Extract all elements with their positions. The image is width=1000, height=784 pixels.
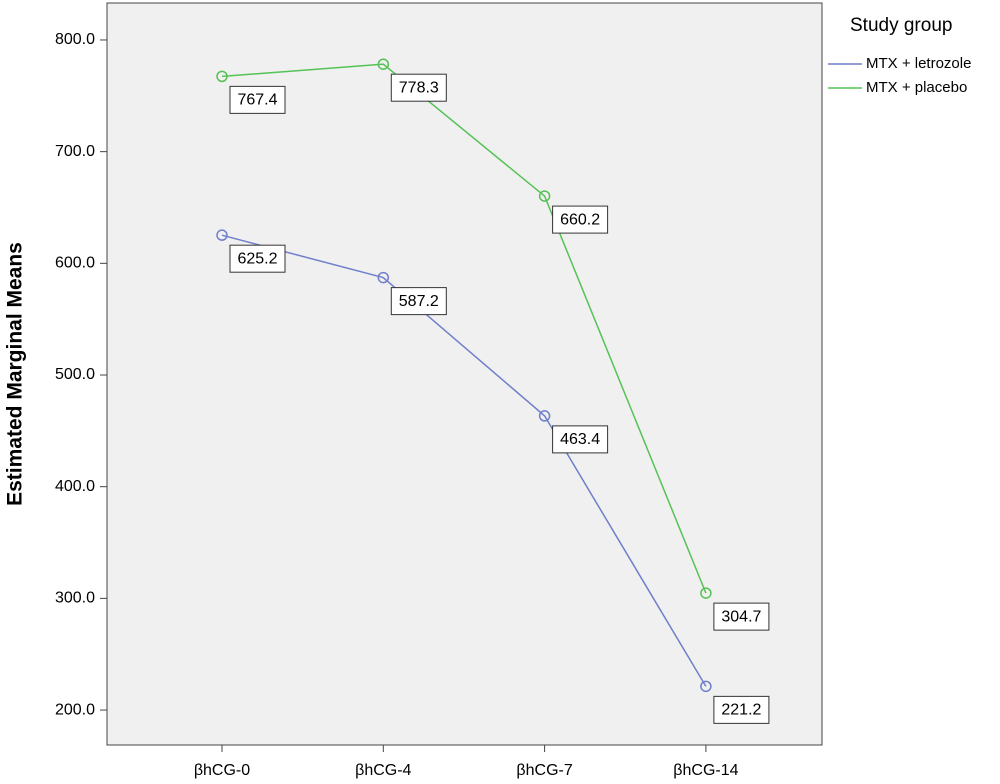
label-box xyxy=(552,425,609,454)
label-box xyxy=(713,602,770,631)
data-label: 660.2 xyxy=(560,211,600,228)
legend-label: MTX + placebo xyxy=(866,79,967,96)
series-line xyxy=(221,234,707,687)
point xyxy=(216,70,228,83)
data-label: 463.4 xyxy=(560,431,600,448)
y-axis-label: Estimated Marginal Means xyxy=(4,242,27,506)
label-box xyxy=(229,244,286,273)
point xyxy=(377,58,390,70)
data-label: 587.2 xyxy=(399,293,439,310)
data-label: 304.7 xyxy=(721,608,761,625)
label-box xyxy=(390,287,447,316)
data-label: 625.2 xyxy=(237,250,277,267)
label-box xyxy=(552,205,609,234)
y-tick-label: 300.0 xyxy=(55,590,95,607)
point xyxy=(700,587,712,599)
point xyxy=(216,229,228,241)
point xyxy=(377,271,390,284)
point xyxy=(700,680,712,693)
label-box xyxy=(390,73,447,102)
x-tick-label: βhCG-4 xyxy=(355,762,411,779)
x-tick-label: βhCG-0 xyxy=(194,762,250,779)
x-tick-label: βhCG-14 xyxy=(673,762,738,779)
data-label: 778.3 xyxy=(399,79,439,96)
label-box xyxy=(229,85,286,114)
data-label: 767.4 xyxy=(237,92,277,109)
legend-label: MTX + letrozole xyxy=(866,55,971,72)
series-line xyxy=(221,63,707,594)
y-tick-label: 400.0 xyxy=(55,478,95,495)
y-tick-label: 500.0 xyxy=(55,366,95,383)
y-tick-label: 700.0 xyxy=(55,143,95,160)
plot-area xyxy=(106,2,823,746)
point xyxy=(538,410,551,422)
y-tick-label: 800.0 xyxy=(55,31,95,48)
x-tick-label: βhCG-7 xyxy=(516,762,572,779)
y-tick-label: 200.0 xyxy=(55,701,95,718)
legend-title: Study group xyxy=(850,15,952,36)
label-box xyxy=(713,695,770,724)
y-tick-label: 600.0 xyxy=(55,255,95,272)
point xyxy=(538,190,551,202)
data-label: 221.2 xyxy=(721,702,761,719)
